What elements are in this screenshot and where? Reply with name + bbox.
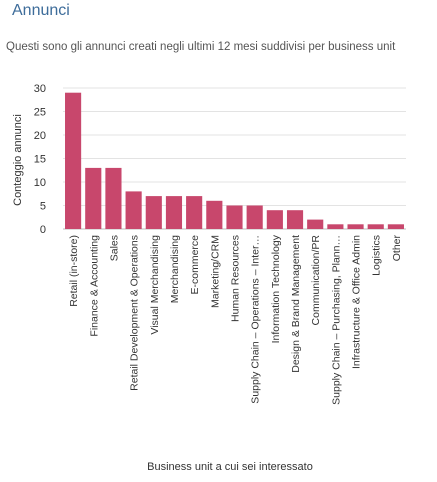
- x-tick-label: Infrastructure & Office Admin: [351, 235, 363, 369]
- x-tick-label: Retail Development & Operations: [129, 235, 141, 391]
- bar[interactable]: [387, 224, 404, 229]
- bar[interactable]: [186, 196, 203, 229]
- x-axis-label: Business unit a cui sei interessato: [147, 461, 313, 473]
- y-tick-labels: 0 5 10 15 20 25 30: [34, 83, 46, 236]
- bar[interactable]: [125, 191, 142, 229]
- bar[interactable]: [105, 167, 122, 229]
- bar[interactable]: [206, 200, 223, 229]
- x-tick-label: Marketing/CRM: [209, 235, 221, 308]
- bars: [65, 92, 404, 230]
- y-tick-label: 5: [40, 201, 46, 213]
- y-tick-label: 15: [34, 154, 46, 166]
- bar[interactable]: [307, 219, 324, 229]
- x-tick-label: Visual Merchandising: [149, 235, 161, 335]
- bar[interactable]: [226, 205, 243, 230]
- bar[interactable]: [65, 92, 82, 229]
- x-tick-label: E-commerce: [189, 235, 201, 295]
- bar[interactable]: [327, 224, 344, 229]
- x-tick-label: Supply Chain – Purchasing, Plann…: [330, 235, 342, 405]
- x-tick-label: Sales: [108, 235, 120, 261]
- x-tick-label: Merchandising: [169, 235, 181, 303]
- x-tick-label: Other: [391, 235, 403, 262]
- x-tick-label: Information Technology: [270, 234, 282, 343]
- bar[interactable]: [85, 167, 102, 229]
- y-tick-label: 25: [34, 107, 46, 119]
- y-tick-label: 10: [34, 177, 46, 189]
- bar[interactable]: [367, 224, 384, 229]
- y-tick-label: 20: [34, 130, 46, 142]
- y-axis-label: Conteggio annunci: [12, 114, 24, 206]
- bar[interactable]: [286, 210, 304, 229]
- bar[interactable]: [165, 196, 183, 229]
- page-title: Annunci: [12, 2, 70, 19]
- y-tick-label: 30: [34, 83, 46, 95]
- x-tick-label: Supply Chain – Operations – Inter…: [250, 235, 262, 404]
- page-subtitle: Questi sono gli annunci creati negli ult…: [6, 41, 396, 53]
- bar[interactable]: [347, 224, 364, 229]
- bar[interactable]: [145, 196, 162, 229]
- x-tick-label: Retail (in-store): [68, 235, 80, 307]
- bar[interactable]: [266, 210, 283, 229]
- y-tick-label: 0: [40, 224, 46, 236]
- x-tick-labels: Retail (in-store) Finance & Accounting Sal…: [68, 234, 403, 405]
- x-tick-label: Finance & Accounting: [88, 235, 100, 337]
- x-tick-label: Design & Brand Management: [290, 235, 302, 373]
- bar[interactable]: [246, 205, 263, 230]
- x-tick-label: Communication/PR: [310, 235, 322, 326]
- x-tick-label: Human Resources: [230, 235, 242, 322]
- x-tick-label: Logistics: [371, 235, 383, 276]
